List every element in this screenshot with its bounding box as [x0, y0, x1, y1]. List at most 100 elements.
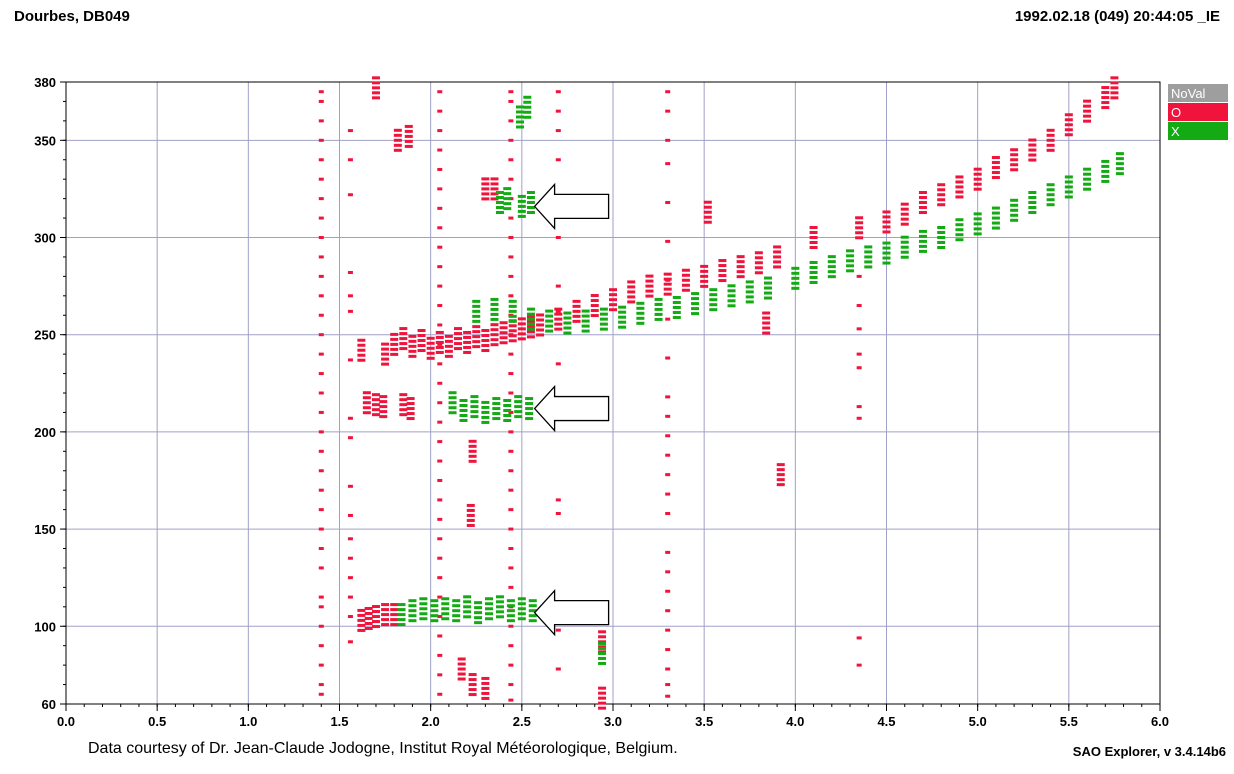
o-echo-mark — [1083, 99, 1092, 103]
x-echo-mark — [809, 260, 818, 264]
o-echo-mark — [598, 686, 607, 690]
x-echo-mark — [525, 397, 534, 401]
o-echo-mark — [379, 415, 388, 419]
o-trace-mark — [508, 624, 514, 628]
x-echo-mark — [503, 207, 512, 211]
x-echo-mark — [517, 607, 526, 611]
o-echo-mark — [371, 91, 380, 95]
o-trace-mark — [437, 323, 443, 327]
o-echo-mark — [399, 332, 408, 336]
x-echo-mark — [955, 233, 964, 237]
o-trace-mark — [318, 595, 324, 599]
x-echo-mark — [514, 400, 523, 404]
o-trace-mark — [437, 245, 443, 249]
o-echo-mark — [481, 182, 490, 186]
o-echo-mark — [609, 303, 617, 307]
software-version: SAO Explorer, v 3.4.14b6 — [1072, 744, 1226, 759]
o-echo-mark — [700, 284, 709, 288]
x-echo-mark — [1010, 203, 1019, 207]
x-echo-mark — [474, 616, 483, 620]
o-echo-mark — [371, 403, 380, 407]
o-echo-mark — [371, 398, 380, 402]
o-echo-mark — [399, 398, 408, 402]
o-echo-mark — [681, 283, 690, 287]
x-echo-mark — [448, 391, 457, 395]
o-trace-mark — [508, 683, 514, 687]
o-echo-mark — [855, 221, 864, 225]
x-echo-mark — [503, 413, 512, 417]
o-echo-mark — [517, 327, 526, 331]
o-echo-mark — [357, 628, 366, 632]
x-echo-mark — [472, 314, 481, 318]
o-echo-mark — [468, 444, 477, 448]
o-echo-mark — [736, 255, 745, 259]
o-echo-mark — [991, 176, 1000, 180]
o-echo-mark — [499, 331, 508, 335]
x-echo-mark — [463, 595, 472, 599]
o-trace-mark — [437, 362, 443, 366]
o-echo-mark — [357, 348, 366, 352]
x-echo-mark — [672, 295, 681, 299]
o-echo-mark — [598, 691, 607, 695]
o-trace-mark — [555, 309, 561, 313]
o-trace-mark — [347, 595, 353, 599]
o-trace-mark — [508, 449, 514, 453]
o-echo-mark — [481, 676, 490, 680]
o-trace-mark — [665, 683, 671, 687]
x-echo-mark — [636, 316, 645, 320]
x-echo-mark — [472, 299, 481, 303]
x-echo-mark — [846, 259, 855, 263]
x-echo-mark — [397, 618, 406, 622]
x-echo-mark — [503, 398, 512, 402]
o-echo-mark — [490, 182, 499, 186]
o-trace-mark — [347, 358, 353, 362]
x-echo-mark — [517, 209, 526, 213]
o-trace-mark — [318, 352, 324, 356]
o-echo-mark — [1046, 128, 1055, 132]
o-trace-mark — [508, 294, 514, 298]
x-echo-mark — [882, 261, 891, 265]
o-echo-mark — [404, 144, 413, 148]
x-echo-mark — [654, 312, 663, 316]
o-echo-mark — [481, 696, 490, 700]
o-echo-mark — [357, 618, 366, 622]
o-trace-mark — [665, 201, 671, 205]
o-echo-mark — [1010, 148, 1019, 152]
o-echo-mark — [1010, 168, 1019, 172]
o-trace-mark — [318, 294, 324, 298]
x-echo-mark — [495, 605, 504, 609]
o-echo-mark — [536, 328, 545, 332]
o-echo-mark — [598, 630, 607, 634]
o-echo-mark — [381, 623, 390, 627]
o-trace-mark — [856, 352, 862, 356]
x-echo-mark — [991, 221, 1000, 225]
o-echo-mark — [955, 185, 964, 189]
o-trace-mark — [437, 576, 443, 580]
x-echo-mark — [937, 241, 946, 244]
x-echo-mark — [654, 317, 663, 321]
x-echo-mark — [463, 605, 472, 609]
o-echo-mark — [776, 468, 785, 472]
x-echo-mark — [526, 191, 535, 195]
o-echo-mark — [1083, 109, 1092, 113]
o-echo-mark — [703, 210, 712, 214]
o-echo-mark — [1110, 91, 1119, 95]
x-echo-mark — [490, 307, 499, 311]
o-trace-mark — [318, 663, 324, 667]
o-echo-mark — [718, 259, 727, 263]
x-echo-mark — [525, 412, 534, 416]
o-echo-mark — [754, 251, 763, 255]
x-echo-mark — [495, 201, 504, 205]
x-echo-mark — [397, 623, 406, 627]
o-echo-mark — [408, 339, 417, 343]
x-echo-mark — [545, 314, 554, 318]
o-echo-mark — [390, 613, 399, 617]
x-echo-mark — [864, 255, 873, 259]
x-echo-mark — [598, 656, 607, 660]
x-echo-mark — [485, 612, 494, 616]
x-echo-mark — [1064, 175, 1073, 179]
x-echo-mark — [441, 612, 450, 616]
x-echo-mark — [636, 311, 645, 315]
o-echo-mark — [468, 693, 477, 697]
x-echo-mark — [763, 286, 772, 290]
